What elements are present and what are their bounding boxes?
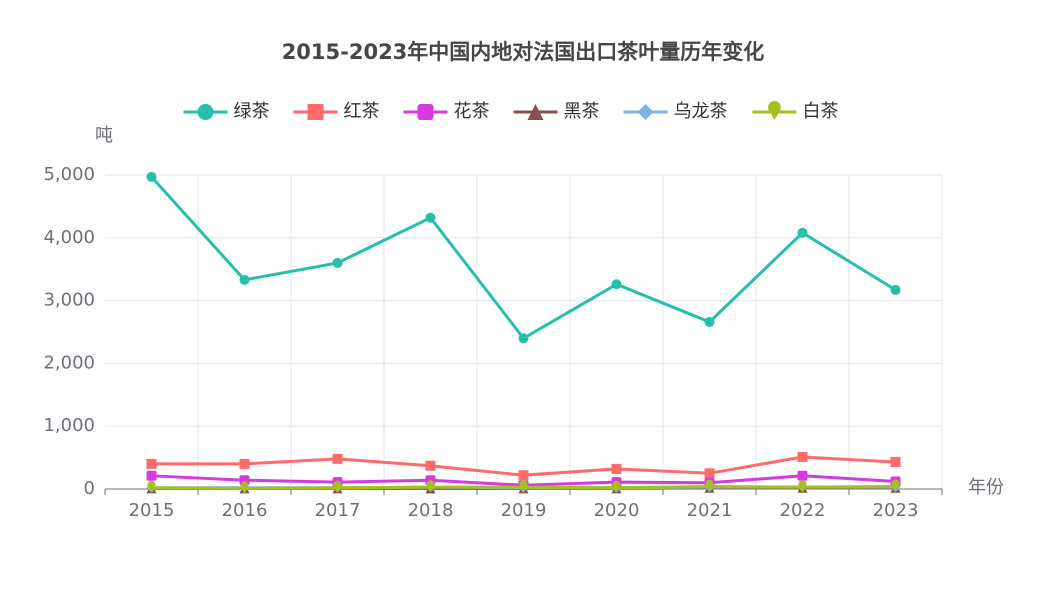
point bbox=[425, 212, 436, 223]
point bbox=[518, 470, 529, 481]
series-line bbox=[150, 175, 897, 341]
legend-label: 花茶 bbox=[454, 101, 490, 122]
x-tick-label: 2018 bbox=[408, 500, 454, 521]
point bbox=[239, 274, 250, 285]
point bbox=[239, 458, 250, 469]
x-tick-label: 2023 bbox=[873, 500, 919, 521]
point bbox=[798, 480, 807, 493]
point bbox=[426, 480, 435, 493]
x-tick-label: 2020 bbox=[594, 500, 640, 521]
x-tick-label: 2019 bbox=[501, 500, 547, 521]
x-axis-label: 年份 bbox=[968, 477, 1004, 498]
point bbox=[797, 227, 808, 238]
point bbox=[333, 480, 342, 493]
legend-label: 黑茶 bbox=[564, 101, 600, 122]
legend-symbol bbox=[197, 104, 214, 120]
point bbox=[611, 463, 622, 474]
chart-title: 2015-2023年中国内地对法国出口茶叶量历年变化 bbox=[282, 40, 765, 64]
point bbox=[891, 479, 900, 492]
legend-symbol bbox=[417, 104, 434, 120]
legend-symbol bbox=[768, 100, 781, 120]
legend-label: 乌龙茶 bbox=[674, 101, 728, 122]
legend-label: 白茶 bbox=[803, 101, 839, 122]
x-tick-label: 2022 bbox=[780, 500, 826, 521]
y-tick-label: 1,000 bbox=[43, 415, 95, 436]
point bbox=[890, 456, 901, 467]
point bbox=[705, 479, 714, 492]
point bbox=[612, 480, 621, 493]
y-tick-label: 3,000 bbox=[43, 290, 95, 311]
point bbox=[146, 458, 157, 469]
point bbox=[890, 284, 901, 295]
x-tick-label: 2016 bbox=[222, 500, 268, 521]
legend-label: 绿茶 bbox=[234, 101, 270, 122]
y-tick-label: 2,000 bbox=[43, 352, 95, 373]
x-tick-label: 2017 bbox=[315, 500, 361, 521]
x-tick-label: 2021 bbox=[687, 500, 733, 521]
y-tick-label: 4,000 bbox=[43, 227, 95, 248]
legend-symbol bbox=[527, 104, 544, 120]
point bbox=[611, 279, 622, 290]
x-tick-label: 2015 bbox=[129, 500, 175, 521]
point bbox=[240, 481, 249, 494]
point bbox=[146, 470, 157, 481]
point bbox=[332, 257, 343, 268]
y-tick-label: 0 bbox=[84, 478, 95, 499]
point bbox=[425, 460, 436, 471]
point bbox=[519, 480, 528, 493]
point bbox=[332, 453, 343, 464]
legend-symbol bbox=[307, 104, 324, 120]
point bbox=[797, 470, 808, 481]
point bbox=[797, 451, 808, 462]
legend-symbol bbox=[637, 104, 654, 120]
point bbox=[518, 333, 529, 344]
y-tick-label: 5,000 bbox=[43, 164, 95, 185]
legend-label: 红茶 bbox=[344, 101, 380, 122]
point bbox=[704, 468, 715, 479]
point bbox=[147, 480, 156, 493]
point bbox=[146, 171, 157, 182]
y-axis-label: 吨 bbox=[95, 125, 113, 146]
point bbox=[704, 316, 715, 327]
